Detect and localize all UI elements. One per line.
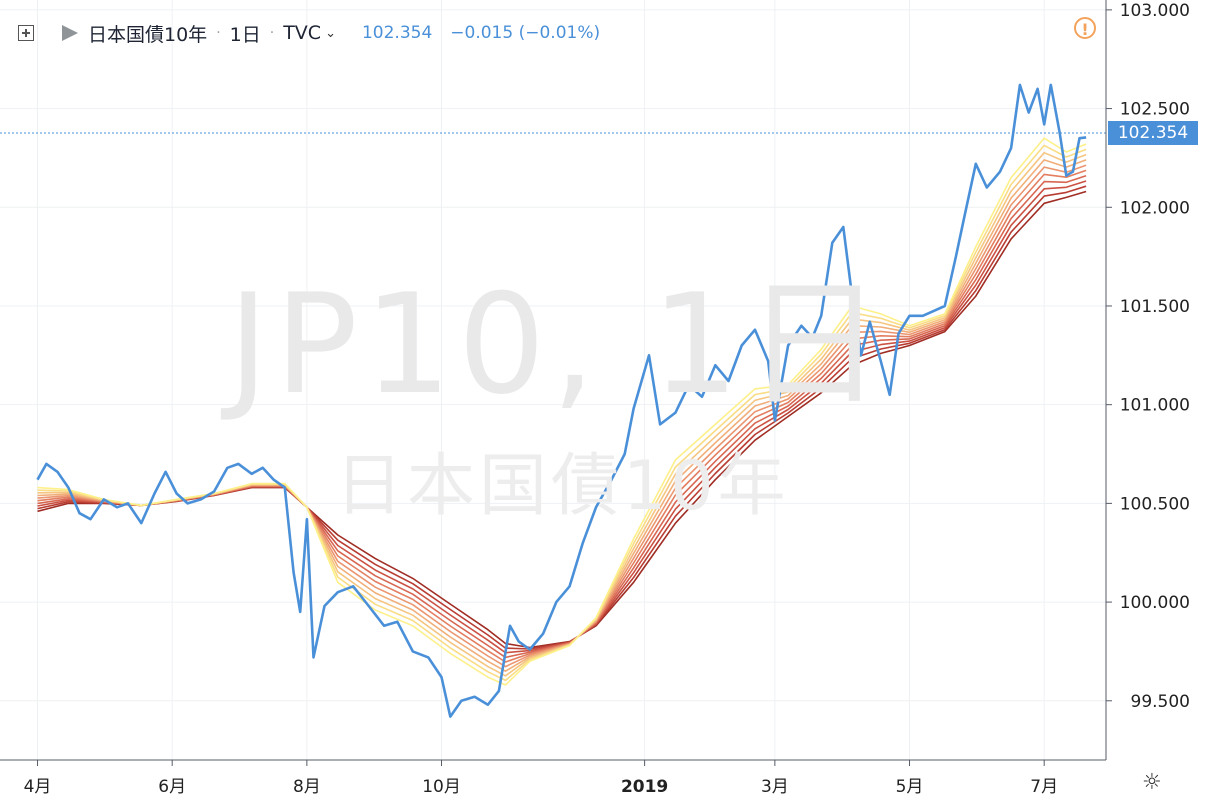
data-source[interactable]: TVC <box>283 22 322 44</box>
symbol-name[interactable]: 日本国債10年 <box>88 23 208 46</box>
flag-icon[interactable] <box>62 25 78 41</box>
y-tick-label: 100.500 <box>1120 494 1190 514</box>
last-price-label: 102.354 <box>1108 121 1198 145</box>
x-tick-label: 6月 <box>158 777 186 797</box>
x-tick-label: 2019 <box>621 777 668 797</box>
separator-dot: · <box>216 25 221 41</box>
chart-grid <box>0 0 1106 760</box>
x-tick-label: 10月 <box>422 777 461 797</box>
last-price: 102.354 <box>361 23 433 43</box>
watermark-symbol: JP10, 1日 <box>228 264 890 425</box>
ma-ribbon <box>37 137 1087 686</box>
x-tick-label: 3月 <box>761 777 789 797</box>
chart-legend: 日本国債10年 · 1日 · TVC ⌄ 102.354 −0.015 (−0.… <box>18 18 600 48</box>
alert-circle-icon[interactable]: ! <box>1074 17 1096 39</box>
ma-ribbon-line <box>37 137 1087 686</box>
x-axis[interactable]: 4月 6月 8月 10月 2019 3月 5月 7月 <box>24 760 1058 797</box>
separator-dot: · <box>269 25 275 41</box>
price-change: −0.015 (−0.01%) <box>450 23 601 43</box>
y-tick-label: 99.500 <box>1131 692 1190 712</box>
x-tick-label: 4月 <box>24 777 52 797</box>
price-line-group <box>36 83 1087 718</box>
y-tick-label: 101.000 <box>1120 396 1190 416</box>
y-tick-label: 101.500 <box>1120 297 1190 317</box>
y-tick-label: 102.000 <box>1120 198 1190 218</box>
y-tick-label: 100.000 <box>1120 593 1190 613</box>
chevron-down-icon[interactable]: ⌄ <box>325 25 336 41</box>
price-line[interactable] <box>36 83 1087 718</box>
x-tick-label: 8月 <box>293 777 321 797</box>
y-tick-label: 103.000 <box>1120 1 1190 21</box>
watermark-name: 日本国債10年 <box>335 447 790 526</box>
plus-square-icon[interactable] <box>18 25 34 41</box>
x-tick-label: 5月 <box>896 777 924 797</box>
gear-icon[interactable]: ☼ <box>1142 770 1162 795</box>
x-tick-label: 7月 <box>1030 777 1058 797</box>
y-axis[interactable]: 103.000 102.500 102.000 101.500 101.000 100.5… <box>1106 1 1190 712</box>
interval[interactable]: 1日 <box>229 23 261 46</box>
y-tick-label: 102.500 <box>1120 100 1190 120</box>
